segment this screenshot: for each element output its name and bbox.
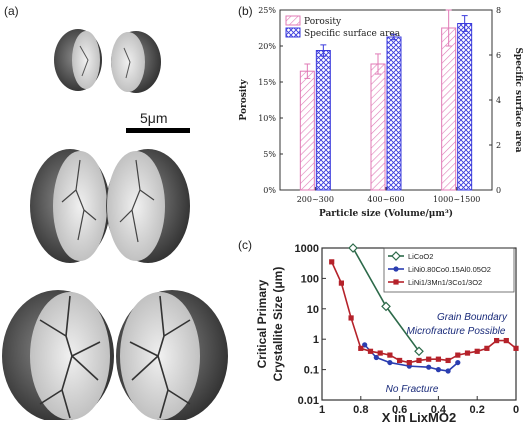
scale-bar-label: 5μm <box>140 110 168 126</box>
y-right-tick-label: 8 <box>496 6 501 15</box>
data-point <box>373 354 379 361</box>
y-tick-label: 25% <box>258 6 276 15</box>
panel-b-label: (b) <box>238 4 253 18</box>
y-tick-label: 5% <box>263 150 276 159</box>
data-point <box>397 357 403 364</box>
x-tick-label: 1000~1500 <box>433 195 480 204</box>
data-point <box>494 337 500 344</box>
data-point <box>445 357 451 364</box>
legend-swatch <box>285 27 301 38</box>
x-axis-label: Particle size (Volume/μm³) <box>319 208 453 219</box>
data-point <box>484 345 490 351</box>
bar <box>315 50 331 191</box>
data-point <box>377 350 383 356</box>
data-point <box>348 243 358 253</box>
scale-bar <box>126 128 190 133</box>
data-point <box>406 359 412 366</box>
y-right-tick-label: 2 <box>496 141 501 150</box>
y-tick-label: 1 <box>313 334 319 346</box>
legend-marker <box>391 251 401 261</box>
data-point <box>387 359 393 366</box>
chart-c: 1 0.8 0.6 0.4 0.2 0 0.01 0.1 1 10 100 1000 LiCoO2 LiN… <box>255 243 519 425</box>
medium-particle-right <box>106 149 190 263</box>
annotation-text: No Fracture <box>386 384 439 395</box>
data-point <box>503 337 509 344</box>
bar <box>441 27 457 191</box>
legend-swatch <box>285 15 301 26</box>
y-tick-label: 20% <box>258 42 276 51</box>
legend-box <box>383 247 515 293</box>
data-point <box>513 345 519 351</box>
annotation-text: Grain Boundary <box>437 312 508 323</box>
x-tick-label: 200~300 <box>297 195 334 204</box>
data-point <box>381 301 391 312</box>
y-right-tick-label: 0 <box>496 186 501 195</box>
data-point <box>414 346 424 357</box>
data-point <box>329 259 335 265</box>
y-tick-label: 10% <box>258 114 276 123</box>
legend-label: LiNi1/3Mn1/3Co1/3O2 <box>408 278 482 287</box>
data-point <box>435 367 441 373</box>
y-tick-label: 0.01 <box>298 395 319 407</box>
y-axis-label: Crystallite Size (μm) <box>271 267 285 382</box>
particle-images <box>2 29 228 420</box>
data-point <box>387 352 393 358</box>
x-axis-label: X in LixMO2 <box>382 410 456 425</box>
data-point <box>455 359 461 366</box>
y-tick-label: 10 <box>307 304 319 316</box>
y-right-tick-label: 4 <box>496 96 501 105</box>
y-tick-label: 15% <box>258 78 276 87</box>
data-point <box>338 280 344 286</box>
x-tick-label: 0.8 <box>353 404 368 416</box>
large-particle-left <box>2 290 114 420</box>
y-tick-label: 0% <box>263 186 276 195</box>
data-point <box>464 350 471 356</box>
data-point <box>435 356 441 362</box>
legend-marker <box>393 279 399 285</box>
data-point <box>367 348 374 354</box>
bar <box>386 36 402 191</box>
data-point <box>426 364 432 370</box>
y-right-tick-label: 6 <box>496 51 501 60</box>
legend-marker <box>393 266 399 272</box>
bar <box>370 63 386 191</box>
small-particle-right <box>111 31 161 93</box>
data-point <box>474 348 480 354</box>
legend-label: Porosity <box>304 17 342 27</box>
x-tick-label: 0 <box>513 404 519 416</box>
y-tick-label: 0.1 <box>304 365 319 377</box>
large-particle-right <box>116 290 228 420</box>
small-particle-left <box>54 29 102 91</box>
data-point <box>358 345 364 351</box>
legend-label: LiCoO2 <box>408 252 433 261</box>
x-tick-label: 0.4 <box>431 404 447 416</box>
y-axis-label: Porosity <box>239 79 249 121</box>
data-point <box>445 368 451 374</box>
y-tick-label: 100 <box>301 273 319 285</box>
y-axis-label: Critical Primary <box>255 279 269 368</box>
annotation-text: Microfracture Possible <box>407 326 506 337</box>
medium-particle-left <box>30 149 110 263</box>
data-point <box>455 352 461 358</box>
legend-label: LiNi0.80Co0.15Al0.05O2 <box>408 265 491 274</box>
panel-a-label: (a) <box>4 4 19 18</box>
x-tick-label: 1 <box>319 404 325 416</box>
y-tick-label: 1000 <box>295 243 319 255</box>
data-point <box>348 315 354 321</box>
bar <box>457 23 473 191</box>
x-tick-label: 400~600 <box>367 195 404 204</box>
data-point <box>416 357 422 364</box>
legend-label: Specific surface area <box>304 29 401 39</box>
data-point <box>426 356 432 362</box>
x-tick-label: 0.2 <box>470 404 485 416</box>
chart-b: 0% 5% 10% 15% 20% 25% 0 2 4 6 8 200~300 400~600 1000~… <box>239 6 523 219</box>
x-tick-label: 0.6 <box>392 404 407 416</box>
y-right-axis-label: Specific surface area <box>513 47 523 152</box>
bar <box>299 70 315 191</box>
panel-c-label: (c) <box>238 238 252 252</box>
